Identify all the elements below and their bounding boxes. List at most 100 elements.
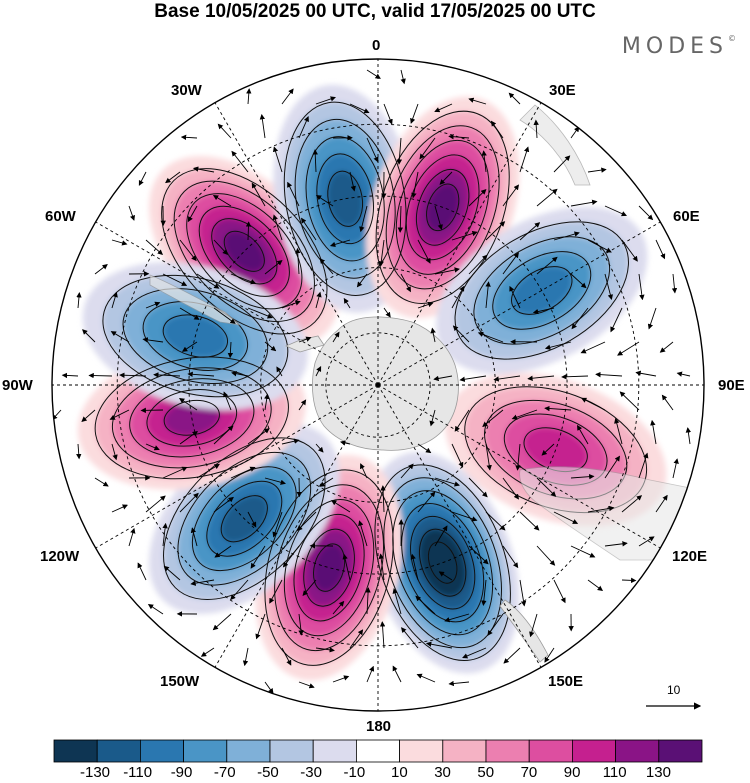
contour-line bbox=[162, 314, 229, 358]
wind-vector bbox=[138, 171, 147, 186]
wind-vector bbox=[242, 647, 249, 667]
contour-line bbox=[211, 218, 278, 285]
wind-vector bbox=[200, 647, 215, 657]
colorbar-tick: -90 bbox=[170, 764, 193, 781]
wind-vector bbox=[119, 372, 147, 378]
wind-vector bbox=[147, 604, 164, 615]
contour-line bbox=[206, 480, 283, 557]
colorbar-swatch bbox=[399, 739, 444, 763]
wind-vector bbox=[468, 97, 487, 105]
wind-vector bbox=[595, 371, 623, 378]
wind-vector bbox=[298, 681, 315, 689]
wind-vector bbox=[536, 188, 558, 207]
wind-vector bbox=[638, 205, 654, 221]
wind-vector bbox=[481, 579, 487, 606]
wind-vector bbox=[272, 146, 283, 173]
wind-vector bbox=[541, 443, 555, 456]
wind-vector bbox=[401, 627, 419, 649]
wind-vector bbox=[349, 629, 364, 649]
wind-vector bbox=[298, 613, 304, 636]
wind-vector bbox=[502, 252, 519, 275]
wind-vector bbox=[162, 466, 188, 479]
wind-vector bbox=[429, 409, 436, 427]
wind-vector bbox=[366, 665, 375, 683]
wind-vector bbox=[259, 113, 266, 139]
wind-vector bbox=[587, 505, 615, 513]
wind-vector bbox=[509, 285, 521, 309]
anomaly-shade-level bbox=[224, 231, 265, 272]
wind-vector bbox=[485, 221, 506, 241]
contour-line bbox=[191, 466, 297, 572]
wind-vector bbox=[527, 375, 555, 381]
wind-vector bbox=[638, 452, 649, 479]
wind-vector bbox=[217, 123, 232, 139]
wind-vector bbox=[269, 579, 283, 604]
wind-vector bbox=[315, 195, 334, 207]
contour-line bbox=[177, 451, 312, 586]
wind-vector bbox=[392, 665, 402, 683]
wind-vector bbox=[417, 239, 431, 264]
wind-vector bbox=[298, 336, 312, 343]
wind-vector bbox=[162, 522, 168, 547]
new-zealand bbox=[499, 599, 549, 663]
anomaly-shade-level bbox=[327, 171, 363, 227]
wind-vector bbox=[179, 307, 200, 320]
colorbar-swatch bbox=[485, 739, 530, 763]
colorbar bbox=[53, 739, 703, 763]
brand-name: MODES bbox=[621, 34, 728, 59]
colorbar-tick: 70 bbox=[520, 764, 538, 781]
lon-label-150e: 150E bbox=[548, 673, 584, 690]
wind-vector bbox=[281, 300, 301, 309]
wind-vector bbox=[212, 195, 232, 207]
wind-vector bbox=[462, 647, 487, 659]
wind-vector bbox=[502, 477, 520, 500]
anomaly-shade-level bbox=[313, 543, 345, 592]
wind-vector bbox=[515, 443, 521, 471]
colorbar-tick: 130 bbox=[645, 764, 671, 781]
wind-vector bbox=[213, 307, 236, 324]
wind-vector bbox=[485, 281, 491, 309]
australia-south bbox=[519, 466, 701, 561]
wind-vector bbox=[179, 492, 199, 513]
wind-vector bbox=[179, 430, 198, 445]
wind-vector bbox=[430, 327, 436, 343]
wind-vector bbox=[213, 425, 234, 445]
wind-vector bbox=[366, 69, 381, 79]
wind-vector bbox=[647, 307, 657, 330]
wind-vector bbox=[621, 495, 643, 513]
wind-vector bbox=[250, 545, 266, 569]
wind-vector bbox=[227, 341, 234, 359]
wind-vector bbox=[553, 231, 580, 241]
wind-vector bbox=[145, 443, 160, 451]
wind-vector bbox=[490, 120, 504, 139]
colorbar-tick: -70 bbox=[213, 764, 236, 781]
wind-vector bbox=[264, 477, 286, 485]
wind-vector bbox=[272, 511, 283, 538]
wind-vector bbox=[230, 273, 257, 285]
wind-vector bbox=[165, 171, 181, 184]
wind-vector bbox=[411, 171, 419, 199]
wind-vector bbox=[416, 673, 436, 683]
wind-vector bbox=[365, 587, 371, 615]
wind-vector bbox=[503, 647, 521, 664]
wind-vector bbox=[162, 273, 188, 286]
reference-vector-label: 10 bbox=[667, 683, 681, 697]
wind-vector bbox=[655, 239, 666, 260]
wind-vector bbox=[571, 307, 589, 330]
wind-vector bbox=[635, 370, 657, 377]
contour-line bbox=[293, 513, 365, 622]
wind-vector bbox=[452, 325, 470, 343]
wind-vector bbox=[276, 366, 283, 377]
wind-vector bbox=[610, 307, 623, 333]
wind-vector bbox=[434, 205, 443, 231]
wind-vector bbox=[264, 341, 277, 352]
wind-vector bbox=[519, 146, 530, 173]
colorbar-swatch bbox=[442, 739, 487, 763]
wind-vector bbox=[410, 103, 419, 124]
contour-line bbox=[426, 183, 460, 232]
contour-line bbox=[111, 367, 272, 469]
wind-vector bbox=[519, 222, 541, 241]
wind-vector bbox=[81, 409, 96, 423]
wind-vector bbox=[128, 205, 136, 221]
wind-vector bbox=[553, 579, 566, 604]
